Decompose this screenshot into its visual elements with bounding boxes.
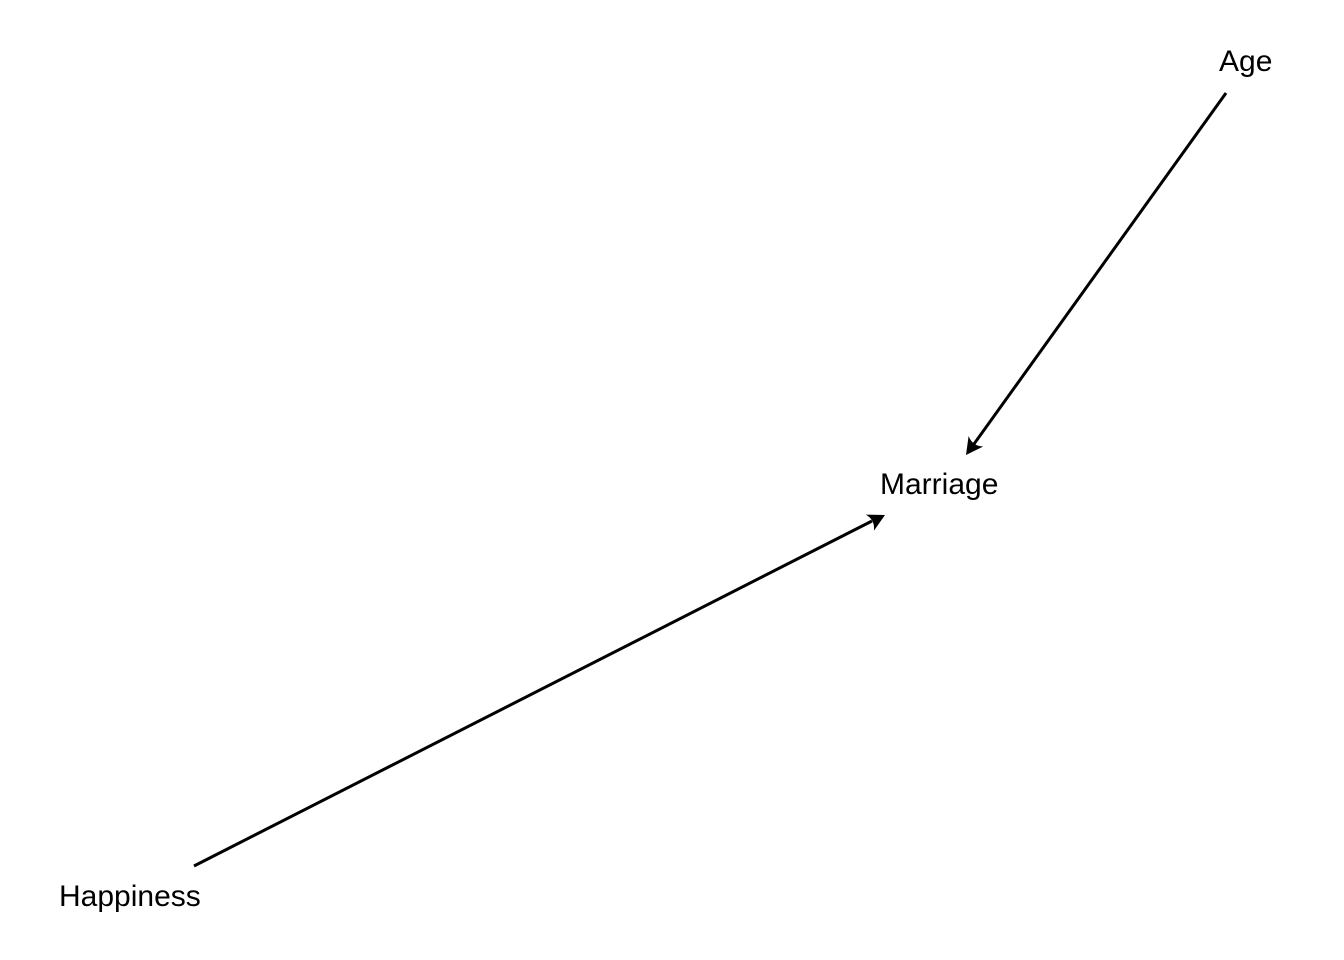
arrowhead-age-marriage — [966, 435, 984, 455]
node-happiness: Happiness — [59, 880, 201, 913]
arrowhead-happiness-marriage — [865, 514, 885, 531]
edge-happiness-to-marriage — [193, 514, 885, 868]
edge-line-happiness-marriage — [193, 519, 873, 868]
node-marriage: Marriage — [880, 468, 998, 501]
edge-line-age-marriage — [972, 92, 1228, 445]
edge-age-to-marriage — [966, 92, 1228, 455]
node-age: Age — [1219, 45, 1272, 78]
